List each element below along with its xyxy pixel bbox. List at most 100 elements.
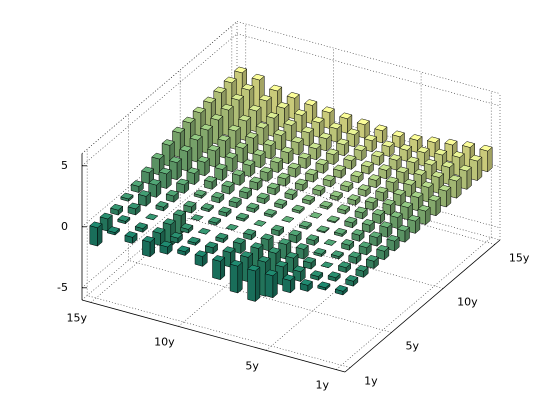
bar-face	[374, 124, 388, 132]
bar	[315, 158, 329, 174]
bar-face	[407, 214, 421, 222]
bar-face	[258, 94, 273, 102]
grid-line	[81, 155, 238, 289]
bar	[260, 233, 274, 252]
bar	[193, 189, 207, 199]
bar	[124, 231, 138, 245]
bar-face	[117, 215, 131, 222]
bar	[294, 178, 309, 192]
bar	[322, 174, 336, 188]
grid-line	[178, 194, 334, 327]
bar-face	[285, 251, 299, 259]
box-edge	[236, 21, 501, 94]
bar-face	[487, 146, 493, 173]
bar	[298, 220, 313, 230]
bar-face	[130, 180, 144, 187]
bar	[189, 133, 203, 163]
bar	[175, 178, 190, 194]
bar-face	[399, 201, 414, 208]
bar	[374, 124, 388, 144]
grid-line	[265, 218, 422, 351]
x-tick-label: 10y	[154, 335, 175, 348]
bar	[326, 215, 340, 224]
bar	[196, 156, 211, 177]
z-tick-label: 5	[61, 159, 68, 172]
bar	[204, 241, 219, 255]
bar-face	[204, 241, 219, 249]
bar	[242, 159, 256, 178]
bar	[358, 241, 372, 256]
x-tick-label: 15y	[67, 311, 88, 324]
bar	[360, 160, 375, 175]
bar-face	[234, 142, 249, 149]
bar	[329, 190, 344, 202]
bar	[281, 215, 295, 223]
bar-face	[350, 170, 364, 178]
bar-face	[378, 164, 392, 171]
bar-face	[371, 209, 386, 216]
bar-face	[278, 238, 292, 245]
bar	[229, 259, 243, 294]
bar	[127, 202, 141, 216]
bar-face	[392, 188, 407, 196]
bar-face	[259, 166, 273, 174]
bar-face	[186, 167, 200, 174]
bar	[180, 223, 194, 234]
bar	[247, 264, 261, 303]
bar-face	[175, 178, 190, 186]
bar-face	[381, 140, 395, 148]
bar-face	[266, 182, 281, 190]
bar-face	[231, 169, 246, 176]
bar-face	[351, 229, 365, 236]
bar	[381, 140, 395, 158]
bar	[249, 176, 263, 191]
bar-face	[375, 186, 389, 194]
bar	[350, 170, 364, 184]
bar	[337, 261, 352, 274]
bar-face	[200, 203, 215, 210]
y-tick-label: 1y	[364, 375, 378, 388]
bar	[333, 227, 348, 238]
bar	[273, 129, 287, 151]
bar-face	[479, 144, 493, 152]
bar-face	[152, 227, 166, 234]
bar-face	[213, 86, 227, 94]
bar-face	[269, 156, 284, 164]
bar	[211, 255, 226, 281]
y-axis	[344, 239, 501, 373]
bar-face	[301, 194, 316, 202]
bar-face	[282, 274, 296, 281]
bar-face	[336, 204, 351, 211]
bar-face	[344, 216, 358, 224]
bar-face	[334, 285, 349, 292]
bar-face	[391, 130, 406, 138]
bar-face	[288, 229, 302, 237]
bar	[336, 204, 351, 215]
bar-face	[469, 154, 483, 162]
grid-line	[81, 94, 238, 228]
bar-face	[89, 225, 98, 247]
bar	[179, 145, 193, 172]
bar	[347, 194, 361, 206]
bar-face	[315, 158, 329, 166]
bar	[217, 134, 231, 159]
bar-face	[361, 219, 376, 226]
grid-line	[336, 237, 492, 370]
bar-face	[264, 269, 278, 277]
bar-face	[340, 180, 354, 188]
bar-face	[325, 148, 340, 156]
bar	[235, 212, 250, 222]
bar-face	[218, 206, 232, 214]
bar-face	[247, 264, 261, 272]
bar-face	[142, 239, 151, 258]
grid-line	[128, 260, 392, 333]
bar	[365, 255, 380, 270]
bar-face	[461, 141, 476, 148]
bar-face	[322, 174, 336, 182]
bar	[330, 250, 345, 260]
bar	[218, 206, 232, 218]
bar-face	[277, 172, 291, 180]
bar	[120, 192, 134, 202]
bar-face	[158, 167, 172, 175]
bar-face	[448, 174, 462, 182]
